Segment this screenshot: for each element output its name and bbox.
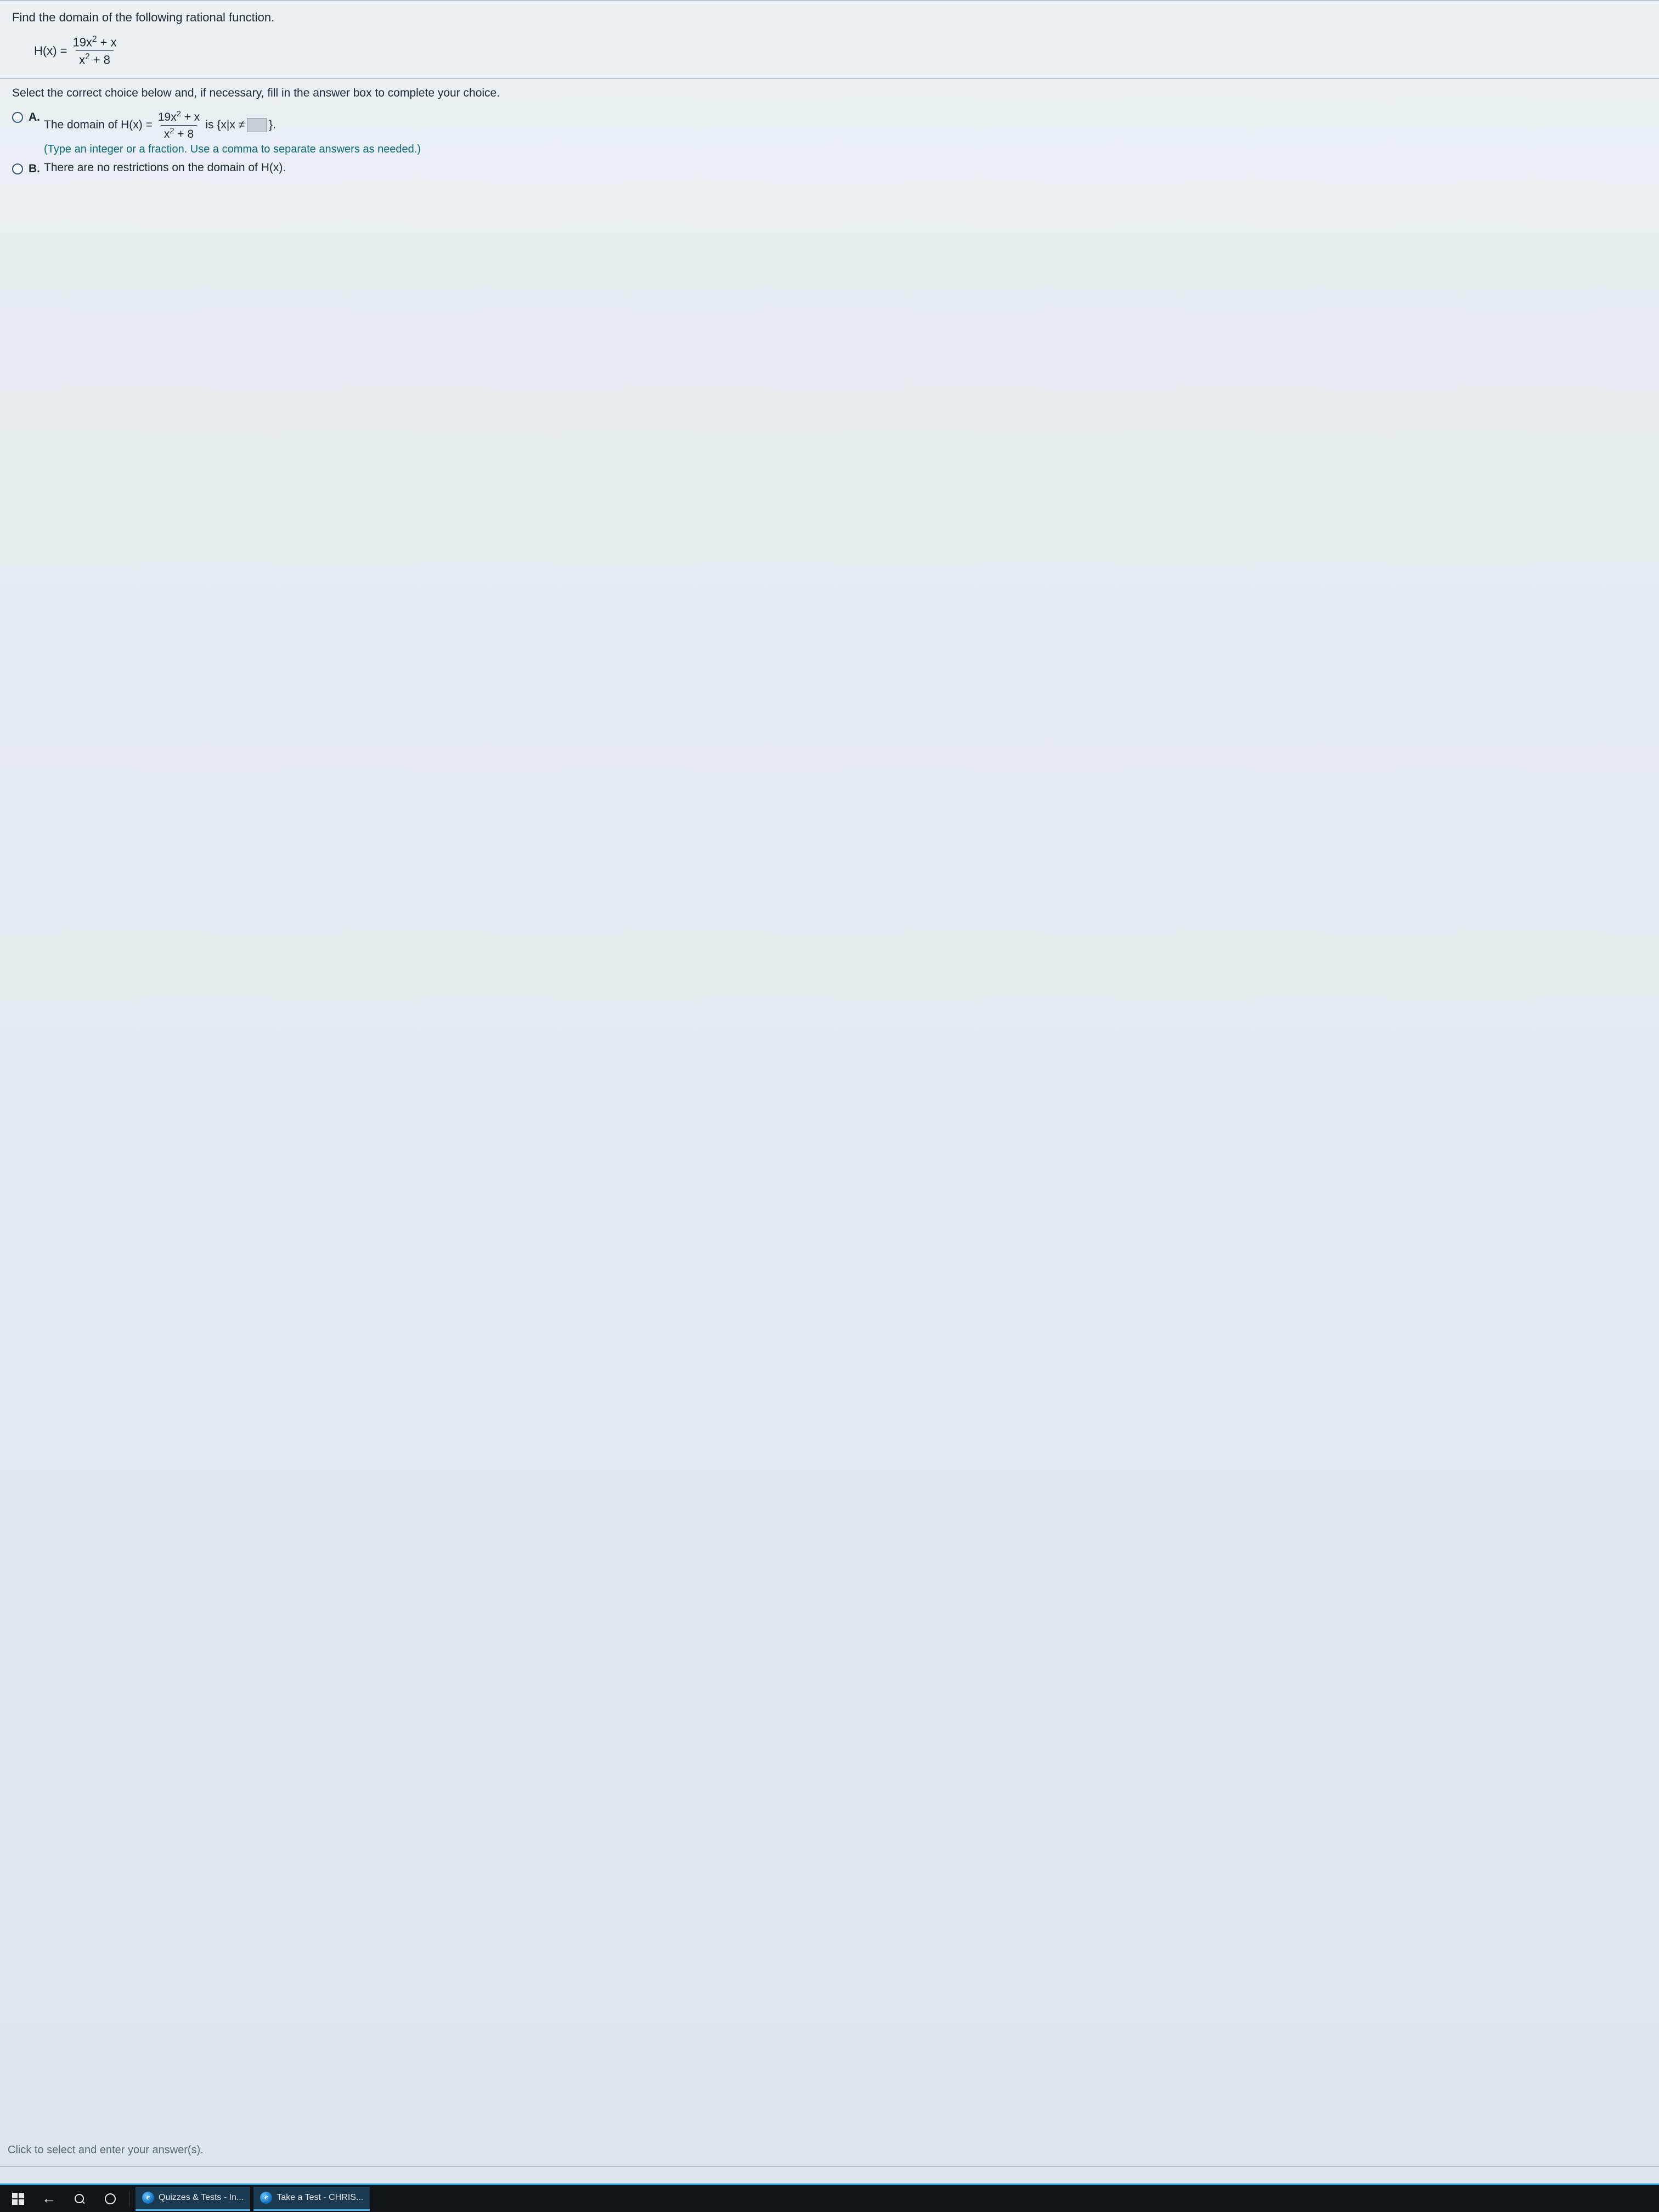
footer-prompt: Click to select and enter your answer(s)… — [0, 2137, 1659, 2167]
taskbar-task-quizzes[interactable]: e Quizzes & Tests - In... — [136, 2187, 250, 2211]
windows-icon — [12, 2193, 24, 2205]
fraction: 19x2 + x x2 + 8 — [70, 35, 120, 67]
task1-label: Quizzes & Tests - In... — [159, 2193, 244, 2203]
choice-a-label: A. — [29, 111, 44, 124]
bottom-gap — [0, 2167, 1659, 2183]
question-prompt: Find the domain of the following rationa… — [12, 10, 1647, 25]
search-button[interactable] — [66, 2187, 93, 2211]
back-button[interactable]: ← — [35, 2187, 63, 2211]
choices-group: A. The domain of H(x) = 19x2 + x x2 + 8 … — [0, 104, 1659, 181]
numerator: 19x2 + x — [70, 35, 120, 50]
radio-a[interactable] — [12, 112, 23, 123]
question-panel: Find the domain of the following rationa… — [0, 0, 1659, 2183]
start-button[interactable] — [4, 2187, 32, 2211]
task2-label: Take a Test - CHRIS... — [276, 2193, 363, 2203]
choice-a-body: The domain of H(x) = 19x2 + x x2 + 8 is … — [44, 110, 1647, 156]
cortana-button[interactable] — [97, 2187, 124, 2211]
question-block: Find the domain of the following rationa… — [0, 0, 1659, 79]
spacer — [0, 181, 1659, 2137]
denominator: x2 + 8 — [76, 50, 114, 67]
equation-lhs: H(x) = — [34, 44, 67, 58]
taskbar-task-take-test[interactable]: e Take a Test - CHRIS... — [253, 2187, 370, 2211]
choice-b-text: There are no restrictions on the domain … — [44, 161, 1647, 174]
choice-a-hint: (Type an integer or a fraction. Use a co… — [44, 143, 1647, 156]
taskbar-divider — [129, 2191, 130, 2207]
radio-b[interactable] — [12, 163, 23, 174]
taskbar: ← e Quizzes & Tests - In... e Take a Tes… — [0, 2183, 1659, 2212]
search-icon — [75, 2194, 84, 2204]
ie-icon: e — [260, 2192, 272, 2204]
answer-input-a[interactable] — [247, 118, 267, 132]
function-equation: H(x) = 19x2 + x x2 + 8 — [34, 35, 1647, 67]
instruction-text: Select the correct choice below and, if … — [0, 79, 1659, 104]
choice-b-label: B. — [29, 162, 44, 176]
choice-a-line: The domain of H(x) = 19x2 + x x2 + 8 is … — [44, 110, 1647, 141]
back-arrow-icon: ← — [42, 2190, 56, 2207]
choice-a-row: A. The domain of H(x) = 19x2 + x x2 + 8 … — [12, 110, 1647, 156]
cortana-icon — [105, 2193, 116, 2204]
choice-b-row: B. There are no restrictions on the doma… — [12, 161, 1647, 176]
fraction-a: 19x2 + x x2 + 8 — [155, 110, 203, 141]
ie-icon: e — [142, 2192, 154, 2204]
